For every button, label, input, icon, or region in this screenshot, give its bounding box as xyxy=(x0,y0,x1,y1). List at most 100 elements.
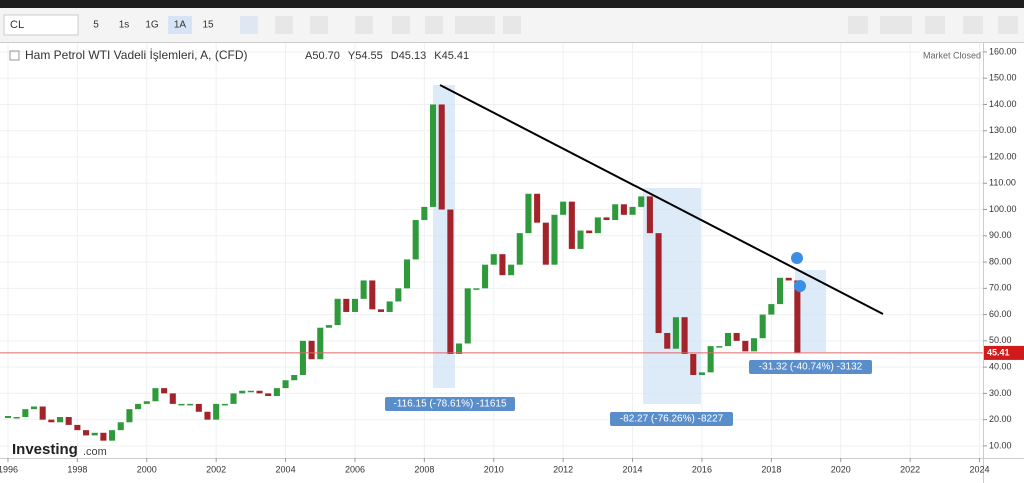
candle-body xyxy=(638,196,645,207)
x-tick-label: 2018 xyxy=(761,464,781,474)
candle-body xyxy=(178,403,185,406)
candle-body xyxy=(143,401,150,404)
measure-label: -82.27 (-76.26%) -8227 xyxy=(620,414,724,425)
symbol[interactable]: CL xyxy=(10,19,24,31)
y-tick-label: 130.00 xyxy=(989,125,1017,135)
candle-body xyxy=(39,406,46,420)
candle-body xyxy=(560,201,567,215)
interval-buttons: 5 1s 1G 1A 15 xyxy=(93,16,214,34)
measure-label-box xyxy=(385,397,515,411)
candle-body xyxy=(256,390,263,394)
y-tick-label: 100.00 xyxy=(989,204,1017,214)
tool-icon[interactable] xyxy=(310,16,328,34)
y-tick-label: 140.00 xyxy=(989,99,1017,109)
tool-icon[interactable] xyxy=(275,16,293,34)
candle-body xyxy=(22,409,29,418)
tool-icon[interactable] xyxy=(963,16,983,34)
last-price-label: 45.41 xyxy=(987,347,1010,357)
watermark-suffix: .com xyxy=(83,446,107,458)
tool-icon[interactable] xyxy=(455,16,495,34)
candle-body xyxy=(672,317,679,349)
ohlc-value: A50.70 xyxy=(305,50,340,62)
interval-button[interactable]: 1s xyxy=(119,20,130,31)
candle-body xyxy=(395,288,402,302)
candle-body xyxy=(412,220,419,260)
ohlc-value: D45.13 xyxy=(391,50,426,62)
y-tick-label: 80.00 xyxy=(989,256,1012,266)
candle-body xyxy=(759,314,766,339)
candle-body xyxy=(456,343,463,354)
x-tick-label: 2010 xyxy=(484,464,504,474)
tool-icon[interactable] xyxy=(503,16,521,34)
symbol-input[interactable] xyxy=(3,14,79,36)
measure-label: -31.32 (-40.74%) -3132 xyxy=(759,362,863,373)
candle-body xyxy=(308,340,315,360)
candle-body xyxy=(239,390,246,394)
candle-body xyxy=(65,417,72,425)
y-tick-label: 60.00 xyxy=(989,309,1012,319)
candle-body xyxy=(438,104,445,210)
market-status: Market Closed xyxy=(923,50,981,60)
tool-icon[interactable] xyxy=(925,16,945,34)
tool-icon[interactable] xyxy=(355,16,373,34)
candle-body xyxy=(403,259,411,289)
candle-body xyxy=(603,217,610,221)
x-tick-label: 2002 xyxy=(206,464,226,474)
candle-body xyxy=(195,403,202,412)
candle-body xyxy=(291,375,298,381)
measure-label-box xyxy=(610,412,733,426)
candle-body xyxy=(117,422,124,431)
tool-icon[interactable] xyxy=(880,16,912,34)
x-tick-label: 2004 xyxy=(276,464,296,474)
tool-icon[interactable] xyxy=(848,16,868,34)
y-tick-label: 40.00 xyxy=(989,361,1012,371)
marker xyxy=(791,252,803,264)
x-tick-label: 2000 xyxy=(137,464,157,474)
tool-icon[interactable] xyxy=(240,16,258,34)
candle-body xyxy=(369,280,376,310)
candle-body xyxy=(343,298,350,312)
y-tick-label: 150.00 xyxy=(989,73,1017,83)
x-tick-label: 2024 xyxy=(970,464,990,474)
interval-button[interactable]: 1A xyxy=(174,20,187,31)
candle-body xyxy=(516,233,523,265)
candle-body xyxy=(629,206,636,215)
candle-body xyxy=(568,201,575,249)
candle-body xyxy=(247,390,254,393)
candle-body xyxy=(30,406,38,410)
x-tick-label: 2008 xyxy=(414,464,434,474)
interval-button[interactable]: 1G xyxy=(145,20,159,31)
candle-body xyxy=(707,346,714,373)
y-tick-label: 20.00 xyxy=(989,414,1012,424)
candle-body xyxy=(655,233,662,333)
tool-icon[interactable] xyxy=(998,16,1018,34)
x-tick-label: 2016 xyxy=(692,464,712,474)
candle-body xyxy=(74,424,81,431)
candle-body xyxy=(508,264,515,276)
y-tick-label: 90.00 xyxy=(989,230,1012,240)
tool-icon[interactable] xyxy=(425,16,443,34)
measure-label: -116.15 (-78.61%) -11615 xyxy=(393,399,506,410)
tool-icon[interactable] xyxy=(392,16,410,34)
candle-body xyxy=(421,206,428,221)
collapse-icon[interactable] xyxy=(9,50,20,61)
candle-body xyxy=(794,280,801,353)
interval-button[interactable]: 5 xyxy=(93,20,99,31)
candle-body xyxy=(447,209,454,354)
candle-body xyxy=(620,204,627,215)
candle-body xyxy=(213,403,220,420)
x-tick-label: 1998 xyxy=(67,464,87,474)
measure-label-box xyxy=(749,360,872,374)
candle-body xyxy=(13,417,20,419)
y-tick-label: 10.00 xyxy=(989,440,1012,450)
watermark: Investing xyxy=(12,441,78,458)
candle-body xyxy=(551,214,558,265)
candle-body xyxy=(785,277,792,281)
candle-body xyxy=(429,104,437,207)
candle-body xyxy=(109,430,116,441)
candle-body xyxy=(482,264,489,289)
candle-body xyxy=(534,193,541,223)
candle-body xyxy=(698,372,705,375)
candle-body xyxy=(135,403,142,410)
interval-button[interactable]: 15 xyxy=(202,20,214,31)
